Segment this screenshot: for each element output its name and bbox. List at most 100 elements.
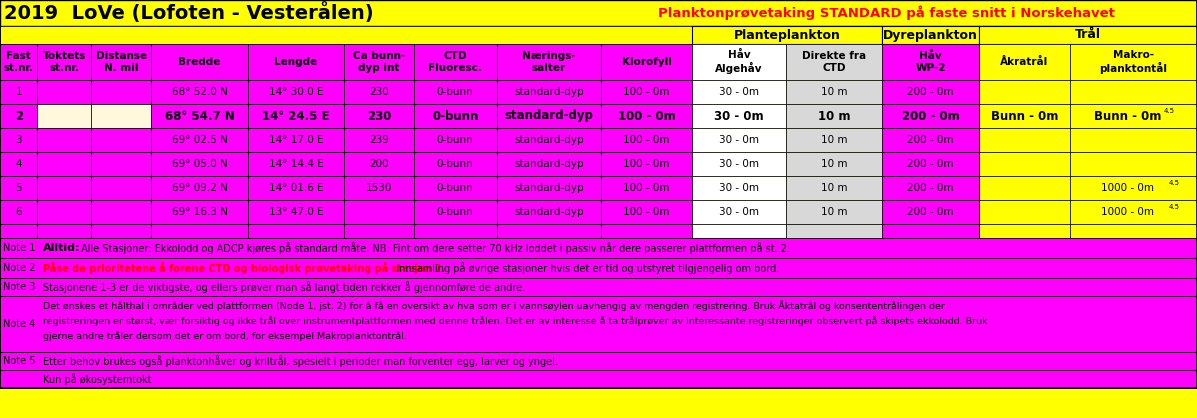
Text: 10 m: 10 m [821, 207, 847, 217]
Text: 0-bunn: 0-bunn [432, 110, 479, 122]
Bar [37, 200, 91, 224]
Bar [786, 44, 882, 80]
Bar [692, 152, 786, 176]
Text: 100 - 0m: 100 - 0m [624, 207, 670, 217]
Bar [601, 176, 692, 200]
Bar [497, 80, 601, 104]
Bar [882, 80, 979, 104]
Bar [37, 176, 91, 200]
Text: Planteplankton: Planteplankton [734, 28, 840, 41]
Text: 69° 02.5 N: 69° 02.5 N [171, 135, 227, 145]
Bar [601, 200, 692, 224]
Text: 10 m: 10 m [821, 183, 847, 193]
Bar [0, 224, 37, 238]
Text: Direkte fra
CTD: Direkte fra CTD [802, 51, 867, 73]
Bar [497, 128, 601, 152]
Text: 230: 230 [366, 110, 391, 122]
Bar [0, 176, 37, 200]
Text: 5: 5 [16, 183, 22, 193]
Text: Note 4: Note 4 [4, 319, 36, 329]
Bar [979, 80, 1070, 104]
Text: 0-bunn: 0-bunn [437, 159, 474, 169]
Bar [344, 128, 414, 152]
Bar [91, 176, 151, 200]
Bar [414, 176, 497, 200]
Text: Lengde: Lengde [274, 57, 317, 67]
Text: 4.5: 4.5 [1163, 108, 1174, 114]
Bar [692, 200, 786, 224]
Bar [0, 370, 1197, 388]
Text: standard-dyp: standard-dyp [515, 87, 584, 97]
Bar [37, 152, 91, 176]
Text: 1000 - 0m: 1000 - 0m [1101, 183, 1154, 193]
Text: Alltid:: Alltid: [43, 243, 80, 253]
Bar [248, 200, 344, 224]
Text: Påse de prioritetene å forene CTD og biologisk prøvetaking på stasjon 2.: Påse de prioritetene å forene CTD og bio… [43, 262, 445, 274]
Text: standard-dyp: standard-dyp [515, 135, 584, 145]
Bar [692, 224, 786, 238]
Bar [37, 128, 91, 152]
Text: 2: 2 [14, 110, 23, 122]
Text: 14° 01.6 E: 14° 01.6 E [268, 183, 323, 193]
Text: 4.5: 4.5 [1168, 204, 1179, 210]
Bar [0, 238, 1197, 258]
Text: 0-bunn: 0-bunn [437, 87, 474, 97]
Bar [979, 26, 1197, 44]
Bar [1070, 104, 1197, 128]
Text: standard-dyp: standard-dyp [515, 183, 584, 193]
Bar [786, 200, 882, 224]
Bar [37, 44, 91, 80]
Bar [497, 152, 601, 176]
Bar [414, 44, 497, 80]
Bar [882, 128, 979, 152]
Bar [414, 224, 497, 238]
Bar [882, 200, 979, 224]
Bar [151, 80, 248, 104]
Bar [414, 80, 497, 104]
Bar [979, 44, 1070, 80]
Bar [0, 44, 37, 80]
Bar [692, 80, 786, 104]
Bar [601, 152, 692, 176]
Text: 200: 200 [369, 159, 389, 169]
Text: Alle Stasjoner: Ekkolodd og ADCP kjøres på standard måte. NB: Fint om dere sette: Alle Stasjoner: Ekkolodd og ADCP kjøres … [78, 242, 790, 254]
Text: 200 - 0m: 200 - 0m [907, 87, 954, 97]
Bar [601, 80, 692, 104]
Bar [979, 104, 1070, 128]
Text: 14° 30.0 E: 14° 30.0 E [268, 87, 323, 97]
Text: Makro-
planktontål: Makro- planktontål [1099, 50, 1167, 74]
Bar [344, 200, 414, 224]
Bar [882, 224, 979, 238]
Bar [979, 200, 1070, 224]
Bar [91, 80, 151, 104]
Bar [91, 152, 151, 176]
Bar [1070, 80, 1197, 104]
Text: 1530: 1530 [366, 183, 393, 193]
Bar [0, 278, 1197, 296]
Text: standard-dyp: standard-dyp [515, 159, 584, 169]
Bar [248, 104, 344, 128]
Text: Etter behov brukes også planktonhåver og kriltrål, spesielt i perioder man forve: Etter behov brukes også planktonhåver og… [43, 355, 558, 367]
Text: Note 5: Note 5 [4, 356, 36, 366]
Bar [37, 80, 91, 104]
Bar [692, 44, 786, 80]
Text: Bredde: Bredde [178, 57, 220, 67]
Bar [344, 224, 414, 238]
Bar [0, 128, 37, 152]
Text: 200 - 0m: 200 - 0m [907, 207, 954, 217]
Text: 0-bunn: 0-bunn [437, 135, 474, 145]
Bar [151, 176, 248, 200]
Bar [0, 26, 1197, 44]
Bar [497, 176, 601, 200]
Bar [151, 128, 248, 152]
Bar [601, 128, 692, 152]
Text: Note 2: Note 2 [4, 263, 36, 273]
Bar [882, 26, 979, 44]
Text: Åkratrål: Åkratrål [1001, 57, 1049, 67]
Bar [1070, 200, 1197, 224]
Text: 2019  LoVe (Lofoten - Vesterålen): 2019 LoVe (Lofoten - Vesterålen) [4, 3, 373, 23]
Bar [882, 176, 979, 200]
Bar [151, 152, 248, 176]
Text: Note 1: Note 1 [4, 243, 36, 253]
Bar [37, 104, 91, 128]
